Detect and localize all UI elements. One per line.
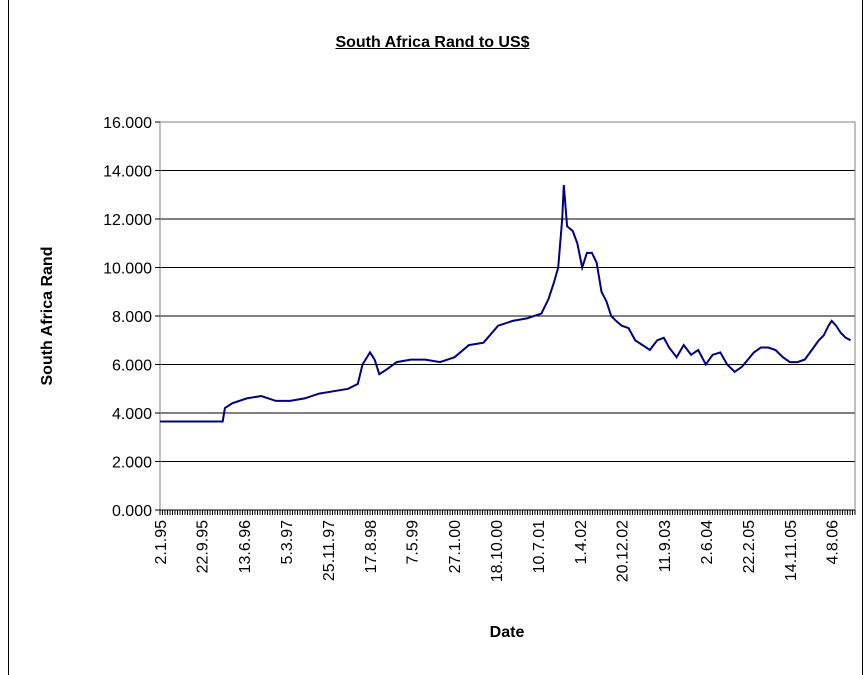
x-tick-label: 27.1.00 [447, 520, 464, 573]
y-tick-label: 4.000 [112, 406, 152, 423]
x-tick-label: 14.11.05 [783, 520, 800, 581]
x-tick-label: 25.11.97 [321, 520, 338, 581]
y-axis: 0.000 2.000 4.000 6.000 8.000 10.000 12.000 14.… [103, 115, 160, 520]
chart-title: South Africa Rand to US$ [335, 34, 530, 51]
x-minor-ticks [159, 510, 856, 515]
y-axis-title: South Africa Rand [39, 247, 56, 386]
y-tick-label: 2.000 [112, 455, 152, 472]
gridlines [160, 121, 855, 462]
y-tick-label: 14.000 [103, 164, 152, 181]
series-line [160, 185, 852, 423]
x-tick-label: 18.10.00 [489, 520, 506, 582]
x-tick-label: 11.9.03 [657, 520, 674, 572]
x-tick-label: 22.2.05 [741, 520, 758, 573]
x-tick-label: 17.8.98 [363, 520, 380, 573]
x-tick-label: 7.5.99 [405, 520, 422, 565]
x-tick-label: 2.6.04 [699, 520, 716, 565]
y-tick-label: 6.000 [112, 358, 152, 375]
y-tick-label: 12.000 [103, 212, 152, 229]
x-axis-title: Date [490, 624, 525, 641]
y-tick-label: 16.000 [103, 115, 152, 132]
x-tick-label: 5.3.97 [279, 520, 296, 565]
x-tick-label: 20.12.02 [615, 520, 632, 582]
x-axis: 2.1.95 22.9.95 13.6.96 5.3.97 25.11.97 17.8.9… [153, 509, 856, 582]
y-tick-label: 0.000 [112, 503, 152, 520]
x-tick-label: 4.8.06 [825, 520, 842, 565]
y-tick-label: 10.000 [103, 261, 152, 278]
x-tick-label: 2.1.95 [153, 520, 170, 565]
x-tick-label: 13.6.96 [237, 520, 254, 573]
x-tick-label: 1.4.02 [573, 520, 590, 565]
x-tick-label: 22.9.95 [195, 520, 212, 573]
y-tick-label: 8.000 [112, 309, 152, 326]
x-tick-label: 10.7.01 [531, 520, 548, 573]
chart-frame [8, 0, 863, 675]
